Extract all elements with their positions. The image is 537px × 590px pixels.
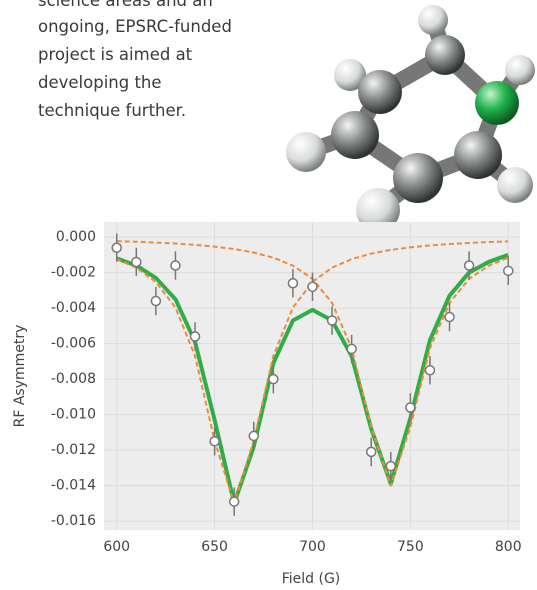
data-point bbox=[112, 243, 121, 252]
y-tick-label: -0.008 bbox=[51, 371, 96, 387]
data-point bbox=[367, 447, 376, 456]
x-tick-label: 650 bbox=[201, 539, 228, 555]
data-point bbox=[191, 332, 200, 341]
data-point bbox=[269, 375, 278, 384]
x-tick-label: 800 bbox=[495, 539, 522, 555]
data-point bbox=[406, 403, 415, 412]
y-tick-label: -0.010 bbox=[51, 407, 96, 423]
data-point bbox=[465, 261, 474, 270]
x-tick-label: 600 bbox=[103, 539, 130, 555]
y-tick-label: 0.000 bbox=[56, 229, 96, 245]
data-point bbox=[308, 282, 317, 291]
y-tick-label: -0.016 bbox=[51, 513, 96, 529]
data-point bbox=[230, 497, 239, 506]
y-tick-label: -0.002 bbox=[51, 265, 96, 281]
y-axis-label: RF Asymmetry bbox=[12, 325, 28, 428]
data-point bbox=[425, 366, 434, 375]
molecule-illustration bbox=[286, 5, 535, 232]
y-tick-label: -0.012 bbox=[51, 442, 96, 458]
data-point bbox=[504, 266, 513, 275]
y-tick-label: -0.004 bbox=[51, 300, 96, 316]
data-point bbox=[386, 462, 395, 471]
data-point bbox=[171, 261, 180, 270]
page: science areas and an ongoing, EPSRC-fund… bbox=[0, 0, 537, 590]
x-tick-label: 700 bbox=[299, 539, 326, 555]
x-axis-label: Field (G) bbox=[282, 571, 341, 587]
data-point bbox=[132, 257, 141, 266]
data-point bbox=[347, 344, 356, 353]
data-point bbox=[328, 316, 337, 325]
data-point bbox=[210, 437, 219, 446]
y-tick-label: -0.006 bbox=[51, 336, 96, 352]
data-point bbox=[151, 296, 160, 305]
y-tick-label: -0.014 bbox=[51, 478, 96, 494]
data-point bbox=[249, 431, 258, 440]
data-point bbox=[288, 279, 297, 288]
figure: Field (G) RF Asymmetry 0.000 -0.002 -0.004… bbox=[0, 0, 537, 590]
x-tick-label: 750 bbox=[397, 539, 424, 555]
data-point bbox=[445, 312, 454, 321]
